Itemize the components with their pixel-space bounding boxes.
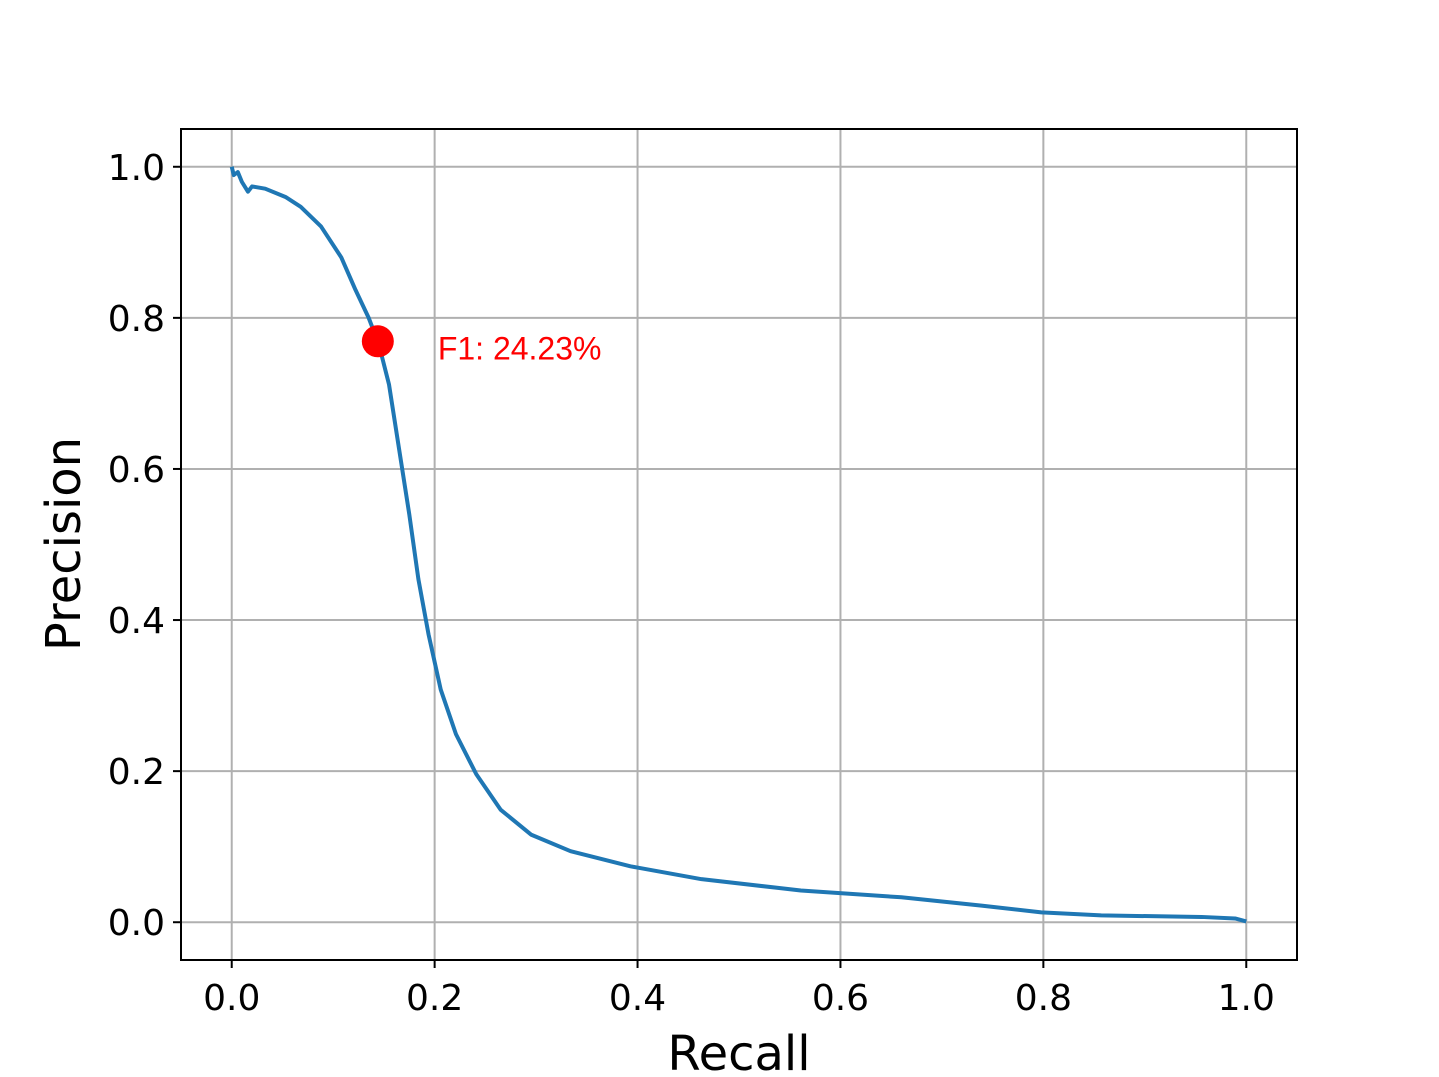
line-series bbox=[229, 166, 1247, 924]
x-tick-label: 0.8 bbox=[1015, 978, 1072, 1019]
y-tick-label: 0.4 bbox=[108, 601, 165, 642]
y-tick-label: 0.2 bbox=[108, 752, 165, 793]
best-point bbox=[361, 325, 394, 358]
x-tick-label: 0.4 bbox=[609, 978, 666, 1019]
x-axis-label: Recall bbox=[667, 1026, 810, 1077]
annotation: F1: 24.23% bbox=[438, 330, 602, 366]
plot-frame bbox=[180, 128, 1298, 961]
y-tick-label: 0.0 bbox=[108, 903, 165, 944]
y-axis-label: Precision bbox=[36, 437, 92, 651]
x-tick-label: 1.0 bbox=[1218, 978, 1275, 1019]
y-tick-label: 0.8 bbox=[108, 299, 165, 340]
y-tick-label: 1.0 bbox=[108, 148, 165, 189]
y-tick-label: 0.6 bbox=[108, 450, 165, 491]
x-tick-label: 0.0 bbox=[203, 978, 260, 1019]
x-tick-label: 0.2 bbox=[406, 978, 463, 1019]
x-tick-label: 0.6 bbox=[812, 978, 869, 1019]
